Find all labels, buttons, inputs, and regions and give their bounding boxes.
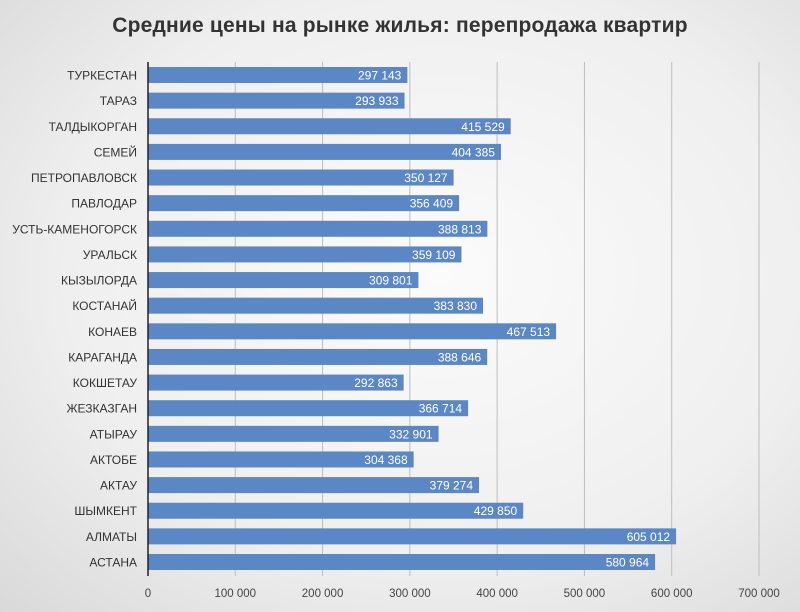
bar-value-label: 429 850	[474, 504, 518, 518]
category-label: АЛМАТЫ	[86, 530, 137, 544]
x-tick-label: 100 000	[214, 588, 256, 600]
bar-value-label: 580 964	[606, 556, 650, 570]
category-label: АКТАУ	[100, 479, 137, 493]
category-label: УСТЬ-КАМЕНОГОРСК	[12, 222, 137, 236]
category-label: АКТОБЕ	[90, 453, 137, 467]
bar	[148, 502, 524, 519]
bar-value-label: 467 513	[507, 325, 551, 339]
bar-value-label: 332 901	[389, 427, 433, 441]
x-tick-label: 700 000	[738, 588, 780, 600]
category-label: СЕМЕЙ	[94, 144, 137, 159]
bar-value-label: 350 127	[404, 171, 448, 185]
x-tick-label: 300 000	[389, 588, 431, 600]
category-label: ПЕТРОПАВЛОВСК	[31, 171, 137, 185]
bar	[148, 169, 454, 186]
x-tick-label: 400 000	[476, 588, 518, 600]
category-label: ЖЕЗКАЗГАН	[66, 402, 137, 416]
bar	[148, 554, 656, 570]
category-label: КОСТАНАЙ	[72, 298, 137, 313]
bar	[148, 118, 511, 135]
category-label: УРАЛЬСК	[83, 248, 137, 262]
x-tick-label: 500 000	[564, 588, 606, 600]
bar-value-label: 388 813	[438, 222, 482, 236]
bar	[148, 451, 414, 468]
category-label: ТУРКЕСТАН	[67, 69, 137, 83]
bar	[148, 425, 439, 442]
bar-value-label: 297 143	[358, 69, 402, 83]
chart-title: Средние цены на рынке жилья: перепродажа…	[112, 14, 688, 37]
x-tick-label: 600 000	[651, 588, 693, 600]
bar	[148, 92, 405, 109]
bar-value-label: 309 801	[369, 274, 413, 288]
bar-value-label: 292 863	[354, 376, 398, 390]
bar	[148, 297, 484, 314]
bar	[148, 143, 501, 160]
bar	[148, 67, 408, 83]
category-label: КОКШЕТАУ	[73, 376, 138, 390]
bar	[148, 220, 488, 237]
category-label: ШЫМКЕНТ	[74, 504, 137, 518]
x-tick-label: 0	[145, 588, 151, 600]
bar-value-label: 388 646	[438, 350, 482, 364]
bar	[148, 323, 557, 340]
bar	[148, 246, 462, 263]
bar-value-label: 366 714	[419, 402, 463, 416]
bar-value-label: 304 368	[364, 453, 408, 467]
bar	[148, 477, 480, 494]
bar-value-label: 605 012	[627, 530, 671, 544]
category-label: КЫЗЫЛОРДА	[61, 274, 137, 288]
category-label: КАРАГАНДА	[68, 350, 137, 364]
bar	[148, 528, 677, 545]
bar-value-label: 356 409	[410, 197, 454, 211]
bar	[148, 195, 460, 212]
bar-value-label: 359 109	[412, 248, 456, 262]
bar-value-label: 293 933	[355, 94, 399, 108]
category-label: АТЫРАУ	[90, 427, 138, 441]
bar	[148, 272, 419, 289]
x-tick-label: 200 000	[302, 588, 344, 600]
bar	[148, 348, 488, 365]
category-label: АСТАНА	[89, 556, 137, 570]
bar	[148, 400, 469, 417]
category-label: КОНАЕВ	[88, 325, 137, 339]
bar-value-label: 404 385	[452, 145, 496, 159]
bar-value-label: 379 274	[430, 479, 474, 493]
category-label: ТАРАЗ	[100, 94, 137, 108]
bar-value-label: 415 529	[461, 120, 505, 134]
bar	[148, 374, 404, 391]
category-label: ТАЛДЫКОРГАН	[49, 120, 137, 134]
category-label: ПАВЛОДАР	[71, 197, 137, 211]
bar-value-label: 383 830	[434, 299, 478, 313]
